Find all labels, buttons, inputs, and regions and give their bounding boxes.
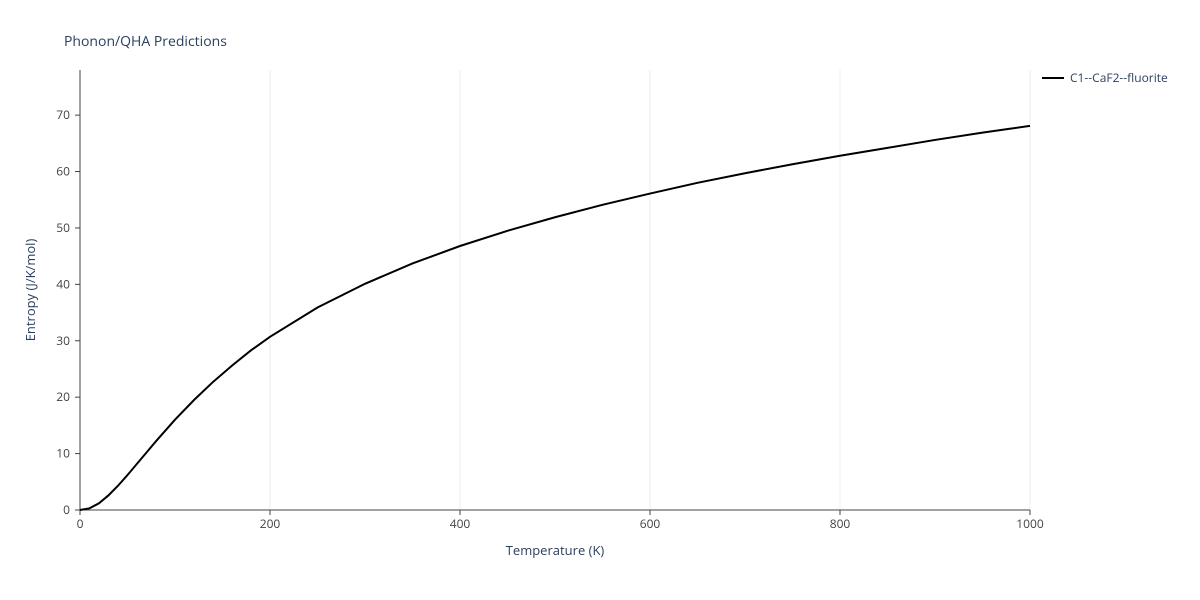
- y-tick-label: 10: [56, 445, 70, 462]
- series-line[interactable]: [80, 126, 1030, 510]
- y-tick-label: 60: [56, 163, 70, 180]
- y-tick-label: 20: [56, 388, 70, 405]
- y-tick-label: 0: [63, 501, 70, 518]
- y-tick-label: 40: [56, 275, 70, 292]
- x-tick-label: 1000: [1016, 515, 1044, 532]
- x-tick-label: 400: [450, 515, 471, 532]
- x-tick-label: 800: [830, 515, 851, 532]
- y-tick-label: 30: [56, 332, 70, 349]
- y-axis-title: Entropy (J/K/mol): [21, 239, 39, 342]
- chart-title: Phonon/QHA Predictions: [64, 32, 227, 51]
- y-tick-label: 70: [56, 106, 70, 123]
- x-tick-label: 200: [260, 515, 281, 532]
- x-axis-title: Temperature (K): [506, 541, 605, 559]
- legend-label[interactable]: C1--CaF2--fluorite: [1070, 69, 1168, 86]
- x-tick-label: 0: [77, 515, 84, 532]
- chart-container: { "chart": { "type": "line", "title": "P…: [0, 0, 1200, 600]
- y-tick-label: 50: [56, 219, 70, 236]
- x-tick-label: 600: [640, 515, 661, 532]
- line-chart[interactable]: 0 200 400 600 800 1000 0 10 20 30 40 50 60 70 Temperat…: [0, 0, 1200, 600]
